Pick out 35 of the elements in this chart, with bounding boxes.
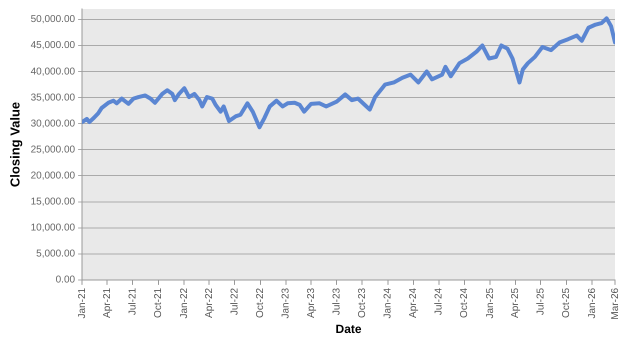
y-tick-label: 50,000.00 <box>30 14 76 26</box>
x-tick-label: Apr-25 <box>510 287 522 318</box>
x-tick-label: Apr-21 <box>102 287 113 318</box>
x-axis-title: Date <box>336 322 362 336</box>
y-tick-label: 25,000.00 <box>30 144 76 156</box>
y-tick-label: 15,000.00 <box>30 196 76 208</box>
x-tick-label: Oct-21 <box>153 287 164 318</box>
y-tick-label: 30,000.00 <box>30 118 76 130</box>
x-tick-label: Oct-24 <box>459 287 470 318</box>
x-tick-label: Jul-23 <box>331 288 342 316</box>
y-axis-title: Closing Value <box>7 102 22 188</box>
y-tick-label: 10,000.00 <box>30 222 76 234</box>
y-tick-label: 40,000.00 <box>30 66 76 78</box>
y-tick-label: 45,000.00 <box>30 40 76 52</box>
x-tick-label: Jan-25 <box>484 287 496 319</box>
x-tick-label: Jul-22 <box>229 288 240 316</box>
x-tick-label: Oct-23 <box>356 287 368 318</box>
x-tick-label: Jan-21 <box>76 287 88 319</box>
x-tick-label: Mar-26 <box>610 288 621 320</box>
y-tick-label: 5,000.00 <box>36 248 76 260</box>
x-tick-label: Jan-22 <box>178 287 190 319</box>
y-tick-label: 0.00 <box>56 274 76 286</box>
x-tick-label: Jan-26 <box>586 287 598 319</box>
x-tick-label: Apr-24 <box>408 287 420 318</box>
y-tick-label: 20,000.00 <box>30 170 76 182</box>
x-tick-label: Oct-25 <box>561 287 572 318</box>
x-tick-label: Jul-21 <box>127 288 138 316</box>
x-tick-label: Apr-22 <box>204 287 215 318</box>
x-tick-label: Jul-25 <box>535 288 546 316</box>
x-tick-label: Jul-24 <box>434 288 445 316</box>
x-tick-label: Jan-23 <box>280 287 292 319</box>
y-tick-label: 35,000.00 <box>30 92 76 104</box>
x-tick-label: Jan-24 <box>382 287 394 319</box>
x-tick-label: Oct-22 <box>255 287 266 318</box>
x-tick-label: Apr-23 <box>306 287 317 318</box>
